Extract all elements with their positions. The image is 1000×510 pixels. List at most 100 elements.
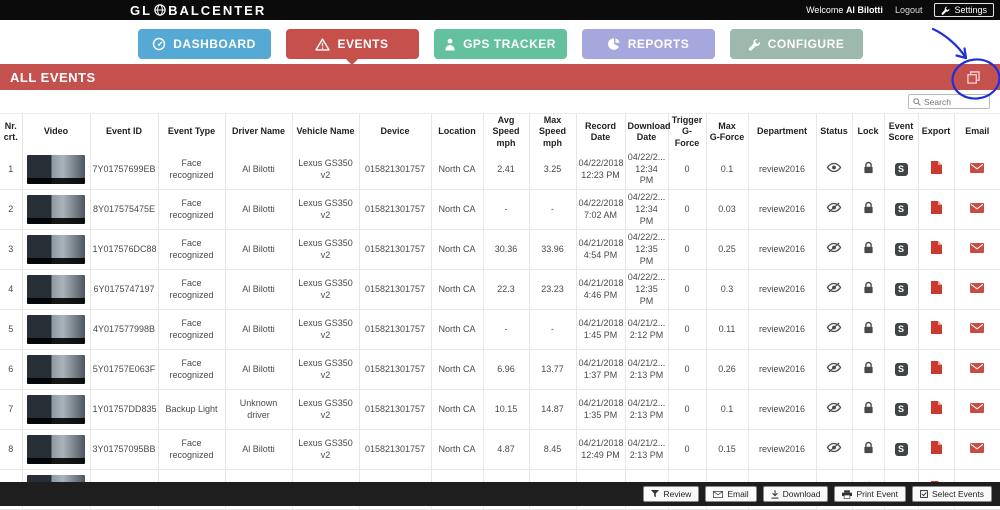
eye-slash-icon[interactable] xyxy=(826,242,842,253)
tab-dashboard[interactable]: DASHBOARD xyxy=(137,29,271,59)
logout-link[interactable]: Logout xyxy=(894,5,923,15)
tab-configure[interactable]: CONFIGURE xyxy=(729,29,863,59)
settings-button[interactable]: Settings xyxy=(934,3,994,17)
device-cell: 015821301757 xyxy=(359,229,432,271)
score-badge-icon[interactable]: S xyxy=(894,323,908,337)
video-thumbnail[interactable] xyxy=(27,395,85,425)
table-row[interactable]: 3 1Y017576DC88 Face recognized Al Bilotti Le… xyxy=(0,229,1000,271)
email-button[interactable]: Email xyxy=(705,486,757,502)
active-tab-caret xyxy=(345,58,359,65)
eye-slash-icon[interactable] xyxy=(826,362,842,373)
pdf-icon[interactable] xyxy=(930,161,942,175)
pdf-icon[interactable] xyxy=(930,321,942,335)
padlock-icon[interactable] xyxy=(863,401,874,414)
envelope-icon[interactable] xyxy=(970,162,985,173)
eye-slash-icon[interactable] xyxy=(826,442,842,453)
video-thumbnail[interactable] xyxy=(27,155,85,184)
pdf-icon[interactable] xyxy=(930,441,942,455)
padlock-icon[interactable] xyxy=(863,281,874,294)
envelope-icon[interactable] xyxy=(970,322,985,333)
envelope-icon[interactable] xyxy=(970,242,985,253)
lock-cell xyxy=(852,389,885,431)
score-badge-icon[interactable]: S xyxy=(894,283,908,297)
eye-icon[interactable] xyxy=(826,162,842,173)
download-button[interactable]: Download xyxy=(762,486,829,502)
lock-cell xyxy=(852,229,885,271)
download-date-cell: 04/21/2... 2:13 PM xyxy=(625,429,669,471)
envelope-icon[interactable] xyxy=(970,442,985,453)
driver-name-cell: Al Bilotti xyxy=(225,349,293,391)
table-row[interactable]: 2 8Y017575475E Face recognized Al Bilotti Le… xyxy=(0,189,1000,231)
padlock-icon[interactable] xyxy=(863,241,874,254)
table-row[interactable]: 8 3Y01757095BB Face recognized Al Bilotti Le… xyxy=(0,429,1000,471)
table-row[interactable]: 7 1Y01757DD835 Backup Light Unknown driver L… xyxy=(0,389,1000,431)
max-speed-cell: - xyxy=(529,189,577,231)
search-row xyxy=(0,90,1000,113)
email-cell xyxy=(954,309,1000,351)
print-event-button[interactable]: Print Event xyxy=(834,486,907,502)
video-thumbnail[interactable] xyxy=(27,315,85,345)
avg-speed-cell: 10.15 xyxy=(483,389,530,431)
eye-slash-icon[interactable] xyxy=(826,322,842,333)
eye-slash-icon[interactable] xyxy=(826,282,842,293)
checkbox-list-icon xyxy=(920,490,928,498)
video-thumbnail[interactable] xyxy=(27,435,85,465)
location-cell: North CA xyxy=(431,389,484,431)
envelope-icon[interactable] xyxy=(970,282,985,293)
table-row[interactable]: 1 7Y01757699EB Face recognized Al Bilotti Le… xyxy=(0,149,1000,191)
vehicle-name-cell: Lexus GS350 v2 xyxy=(292,349,360,391)
search-input[interactable] xyxy=(924,96,985,107)
record-date-cell: 04/21/2018 1:37 PM xyxy=(576,349,626,391)
table-row[interactable]: 6 5Y01757E063F Face recognized Al Bilotti Le… xyxy=(0,349,1000,391)
eye-slash-icon[interactable] xyxy=(826,402,842,413)
tab-events[interactable]: EVENTS xyxy=(285,29,419,65)
select-events-button[interactable]: Select Events xyxy=(912,486,992,502)
max-g-force-cell: 0.03 xyxy=(706,189,749,231)
score-badge-icon[interactable]: S xyxy=(894,203,908,217)
avg-speed-cell: - xyxy=(483,189,530,231)
envelope-icon[interactable] xyxy=(970,202,985,213)
score-badge-icon[interactable]: S xyxy=(894,163,908,176)
envelope-icon[interactable] xyxy=(970,402,985,413)
pdf-icon[interactable] xyxy=(930,201,942,215)
video-thumbnail[interactable] xyxy=(27,355,85,385)
padlock-icon[interactable] xyxy=(863,361,874,374)
tab-reports[interactable]: REPORTS xyxy=(581,29,715,59)
max-speed-cell: - xyxy=(529,309,577,351)
pdf-icon[interactable] xyxy=(930,361,942,375)
avg-speed-cell: 6.96 xyxy=(483,349,530,391)
location-cell: North CA xyxy=(431,189,484,231)
username: Al Bilotti xyxy=(845,5,883,15)
pdf-icon[interactable] xyxy=(930,241,942,255)
tab-gps-tracker[interactable]: GPS TRACKER xyxy=(433,29,567,59)
video-thumbnail[interactable] xyxy=(27,275,85,305)
event-type-cell: Face recognized xyxy=(158,149,226,191)
padlock-icon[interactable] xyxy=(863,201,874,214)
pdf-icon[interactable] xyxy=(930,401,942,415)
video-thumbnail[interactable] xyxy=(27,195,85,225)
max-g-force-cell: 0.11 xyxy=(706,309,749,351)
score-badge-icon[interactable]: S xyxy=(894,243,908,257)
location-cell: North CA xyxy=(431,149,484,191)
padlock-icon[interactable] xyxy=(863,161,874,174)
video-thumbnail[interactable] xyxy=(27,235,85,265)
table-row[interactable]: 4 6Y0175747197 Face recognized Al Bilotti Le… xyxy=(0,269,1000,311)
location-cell: North CA xyxy=(431,429,484,471)
department-cell: review2016 xyxy=(748,229,817,271)
padlock-icon[interactable] xyxy=(863,321,874,334)
magnifier-icon xyxy=(913,97,921,106)
envelope-icon[interactable] xyxy=(970,362,985,373)
pdf-icon[interactable] xyxy=(930,281,942,295)
pie-chart-icon xyxy=(607,37,621,51)
score-badge-icon[interactable]: S xyxy=(894,403,908,417)
copy-icon[interactable] xyxy=(964,68,982,86)
logo-suffix: BALCENTER xyxy=(168,2,267,18)
table-row[interactable]: 5 4Y017577998B Face recognized Al Bilotti Le… xyxy=(0,309,1000,351)
department-cell: review2016 xyxy=(748,149,817,191)
score-badge-icon[interactable]: S xyxy=(894,443,908,457)
padlock-icon[interactable] xyxy=(863,441,874,454)
review-button[interactable]: Review xyxy=(643,486,700,502)
score-badge-icon[interactable]: S xyxy=(894,363,908,377)
record-date-cell: 04/21/2018 12:49 PM xyxy=(576,429,626,471)
eye-slash-icon[interactable] xyxy=(826,202,842,213)
